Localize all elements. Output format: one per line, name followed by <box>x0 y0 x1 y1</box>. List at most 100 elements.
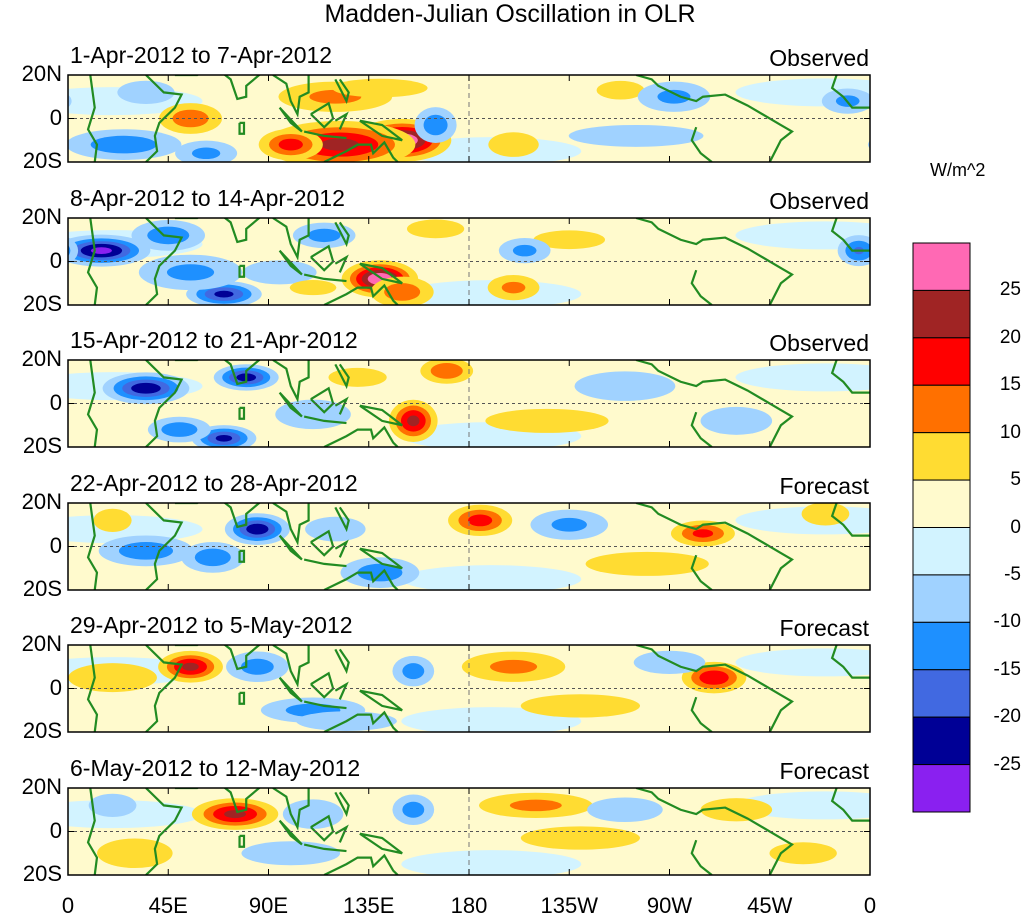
anomaly-contour-pos5 <box>533 230 606 250</box>
coastline <box>830 75 870 109</box>
y-tick-label: 20N <box>21 774 62 799</box>
y-tick-label: 20S <box>22 291 62 316</box>
coastline <box>238 834 246 848</box>
coastline <box>323 425 399 447</box>
coastline <box>223 645 261 671</box>
panel-title: 8-Apr-2012 to 14-Apr-2012 <box>70 185 345 211</box>
y-tick-label: 20N <box>21 489 62 514</box>
anomaly-contour-pos20 <box>182 662 199 671</box>
chart-title: Madden-Julian Oscillation in OLR <box>324 0 696 28</box>
anomaly-contour-pos15 <box>692 529 714 538</box>
y-tick-label: 20S <box>22 433 62 458</box>
anomaly-contour-pos5 <box>488 132 539 157</box>
anomaly-contour-neg5 <box>305 516 366 542</box>
colorbar-label: 10 <box>999 421 1021 443</box>
anomaly-contour-neg10 <box>657 89 691 104</box>
y-tick-label: 0 <box>49 674 62 700</box>
panel-1 <box>67 74 1021 163</box>
coastline <box>238 691 246 705</box>
anomaly-contour-pos10 <box>489 659 538 674</box>
coastline <box>272 788 310 831</box>
coastline <box>223 788 261 814</box>
anomaly-contour-pos15 <box>278 138 303 151</box>
x-tick-label: 135W <box>540 893 598 918</box>
x-tick-label: 90E <box>248 893 289 918</box>
coastline <box>278 819 303 846</box>
anomaly-contour-pos10 <box>501 281 526 294</box>
y-tick-label: 20S <box>22 861 62 886</box>
panel-title: 1-Apr-2012 to 7-Apr-2012 <box>70 42 333 68</box>
colorbar-label: 5 <box>1010 469 1021 491</box>
panel-title: 22-Apr-2012 to 28-Apr-2012 <box>70 470 358 496</box>
x-tick-label: 45E <box>148 893 188 918</box>
y-tick-label: 20N <box>21 346 62 371</box>
y-tick-label: 0 <box>49 104 62 130</box>
colorbar-swatch <box>912 479 971 529</box>
coastline <box>145 788 184 875</box>
coastline <box>238 264 246 278</box>
anomaly-contour-neg5 <box>568 124 704 147</box>
anomaly-contour-neg10 <box>893 136 959 154</box>
colorbar-swatch <box>912 384 971 434</box>
coastline <box>145 645 184 732</box>
coastline <box>145 75 184 162</box>
coastline <box>334 78 350 105</box>
y-tick-label: 0 <box>49 389 62 415</box>
coastline <box>635 75 794 162</box>
y-tick-label: 20S <box>22 718 62 743</box>
coastline <box>303 558 347 568</box>
coastline <box>359 689 403 712</box>
anomaly-contour-pos5 <box>97 838 173 869</box>
anomaly-contour-neg10 <box>994 148 1021 160</box>
x-tick-label: 90W <box>646 893 693 918</box>
anomaly-contour-neg20 <box>215 434 233 442</box>
coastline <box>278 676 303 703</box>
y-tick-label: 20N <box>21 631 62 656</box>
anomaly-contour-pos5 <box>328 367 387 387</box>
anomaly-contour-neg5 <box>68 94 72 108</box>
y-tick-label: 20N <box>21 204 62 229</box>
x-tick-label: 0 <box>863 893 877 918</box>
coastline <box>272 218 310 261</box>
anomaly-contour-neg5 <box>919 81 976 104</box>
anomaly-contour-neg25 <box>893 247 914 254</box>
coastline <box>334 506 350 533</box>
colorbar-label: -10 <box>993 611 1021 633</box>
coastline <box>223 75 261 101</box>
coastline <box>359 262 403 285</box>
anomaly-contour-pos15 <box>1015 806 1021 822</box>
anomaly-contour-pos5 <box>994 798 1021 830</box>
panel-4 <box>67 502 871 591</box>
coastline <box>690 269 713 305</box>
coastline <box>323 283 399 305</box>
anomaly-contour-neg10 <box>423 114 448 136</box>
panel-title: 6-May-2012 to 12-May-2012 <box>70 755 361 781</box>
coastline <box>359 547 403 570</box>
anomaly-contour-pos5 <box>406 219 465 239</box>
anomaly-contour-neg5 <box>574 371 676 401</box>
anomaly-contour-pos5 <box>585 551 709 576</box>
colorbar-label: -5 <box>1004 563 1021 585</box>
panel-status-label: Observed <box>769 330 869 356</box>
anomaly-contour-neg20 <box>131 382 161 394</box>
coastline <box>830 218 870 252</box>
coastline <box>86 788 99 875</box>
coastline <box>323 710 399 732</box>
coastline <box>86 75 99 162</box>
colorbar-swatch <box>912 242 971 291</box>
panel-title: 29-Apr-2012 to 5-May-2012 <box>70 612 353 638</box>
colorbar-swatch <box>912 669 971 718</box>
anomaly-contour-pos5 <box>961 103 1021 134</box>
anomaly-contour-pos10 <box>1006 803 1021 826</box>
coastline <box>278 534 303 561</box>
y-tick-label: 0 <box>49 532 62 558</box>
anomaly-contour-neg5 <box>117 80 175 105</box>
anomaly-contour-neg10 <box>191 147 221 160</box>
anomaly-contour-pos5 <box>289 280 337 296</box>
anomaly-contour-neg10 <box>402 801 425 818</box>
coastline <box>690 839 713 875</box>
anomaly-contour-neg10 <box>402 663 425 680</box>
y-tick-label: 20S <box>22 576 62 601</box>
coastline <box>272 75 310 118</box>
